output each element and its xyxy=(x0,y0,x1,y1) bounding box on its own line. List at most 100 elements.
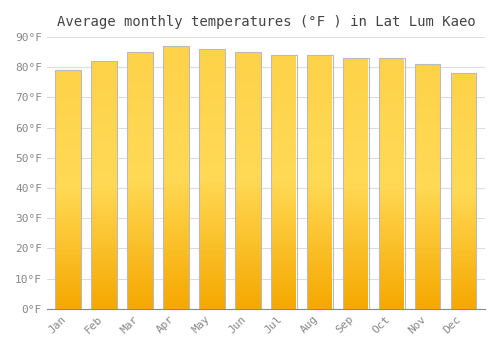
Bar xyxy=(415,138,440,141)
Bar xyxy=(379,299,404,302)
Bar xyxy=(343,64,368,68)
Bar xyxy=(200,283,224,286)
Bar xyxy=(343,299,368,302)
Bar xyxy=(307,131,332,134)
Bar xyxy=(56,109,81,112)
Bar xyxy=(307,245,332,248)
Bar xyxy=(451,267,476,271)
Bar xyxy=(343,96,368,99)
Bar xyxy=(56,79,81,82)
Bar xyxy=(200,140,224,143)
Bar xyxy=(236,145,260,148)
Bar xyxy=(343,165,368,168)
Bar xyxy=(343,240,368,243)
Bar xyxy=(415,98,440,101)
Bar xyxy=(200,160,224,163)
Bar xyxy=(343,205,368,209)
Bar xyxy=(415,190,440,193)
Bar xyxy=(56,291,81,294)
Bar xyxy=(307,93,332,96)
Bar xyxy=(164,286,188,289)
Bar xyxy=(164,210,188,214)
Bar xyxy=(379,212,404,215)
Bar xyxy=(200,72,224,75)
Bar xyxy=(56,73,81,76)
Bar xyxy=(164,217,188,220)
Bar xyxy=(451,144,476,147)
Bar xyxy=(307,233,332,236)
Bar xyxy=(451,103,476,106)
Bar xyxy=(164,223,188,227)
Bar xyxy=(451,114,476,118)
Bar xyxy=(272,100,296,103)
Bar xyxy=(164,197,188,201)
Bar xyxy=(272,153,296,157)
Bar xyxy=(128,196,153,200)
Bar xyxy=(451,94,476,97)
Bar xyxy=(56,288,81,291)
Bar xyxy=(200,195,224,198)
Bar xyxy=(307,166,332,169)
Bar xyxy=(164,273,188,276)
Bar xyxy=(200,286,224,289)
Bar xyxy=(451,156,476,159)
Bar xyxy=(272,179,296,182)
Bar xyxy=(236,196,260,200)
Bar xyxy=(236,94,260,97)
Bar xyxy=(343,174,368,177)
Bar xyxy=(307,153,332,157)
Bar xyxy=(164,125,188,128)
Bar xyxy=(92,80,117,83)
Bar xyxy=(128,132,153,135)
Bar xyxy=(451,223,476,226)
Bar xyxy=(451,244,476,247)
Bar xyxy=(56,177,81,181)
Bar xyxy=(451,147,476,150)
Bar xyxy=(415,275,440,278)
Bar xyxy=(415,165,440,168)
Bar xyxy=(128,152,153,155)
Bar xyxy=(272,84,296,87)
Bar xyxy=(236,306,260,309)
Bar xyxy=(236,81,260,84)
Bar xyxy=(272,255,296,258)
Bar xyxy=(272,169,296,173)
Bar xyxy=(307,201,332,204)
Bar xyxy=(92,173,117,176)
Bar xyxy=(379,233,404,237)
Bar xyxy=(236,280,260,283)
Bar xyxy=(451,285,476,288)
Bar xyxy=(92,268,117,272)
Bar xyxy=(307,141,332,144)
Bar xyxy=(128,126,153,129)
Bar xyxy=(236,174,260,177)
Bar xyxy=(56,214,81,216)
Bar xyxy=(272,261,296,264)
Bar xyxy=(379,171,404,174)
Bar xyxy=(451,282,476,285)
Bar xyxy=(236,299,260,302)
Bar xyxy=(451,265,476,267)
Bar xyxy=(307,296,332,299)
Bar xyxy=(164,279,188,282)
Bar xyxy=(415,180,440,183)
Bar xyxy=(164,69,188,72)
Bar xyxy=(128,174,153,177)
Bar xyxy=(379,249,404,252)
Bar xyxy=(128,280,153,283)
Bar xyxy=(92,145,117,148)
Bar xyxy=(343,233,368,237)
Bar xyxy=(92,142,117,145)
Bar xyxy=(415,177,440,180)
Bar xyxy=(200,250,224,254)
Bar xyxy=(164,56,188,59)
Bar xyxy=(343,177,368,180)
Bar xyxy=(200,59,224,62)
Bar xyxy=(451,176,476,179)
Bar xyxy=(379,93,404,96)
Bar xyxy=(379,293,404,296)
Bar xyxy=(236,110,260,113)
Bar xyxy=(236,84,260,88)
Bar xyxy=(56,261,81,264)
Bar xyxy=(379,262,404,265)
